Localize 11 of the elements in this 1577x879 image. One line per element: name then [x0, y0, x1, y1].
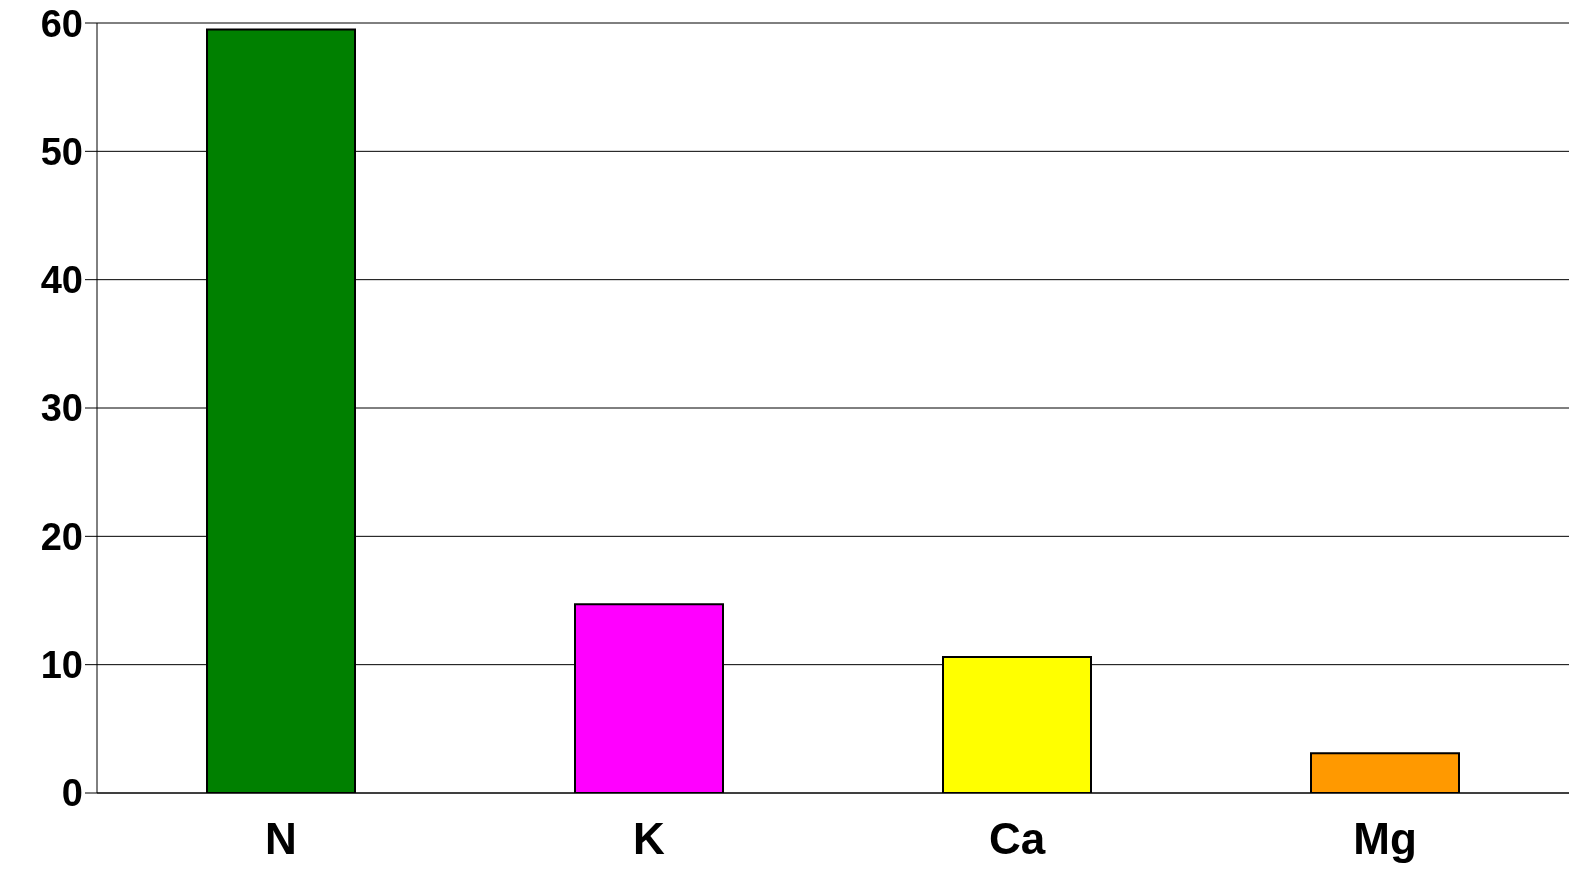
- y-tick-label: 40: [40, 259, 83, 302]
- x-tick-label: K: [633, 814, 666, 864]
- x-tick-label: Ca: [988, 814, 1046, 864]
- y-tick-label: 50: [40, 130, 83, 173]
- y-tick-label: 10: [40, 644, 83, 687]
- y-tick-label: 20: [40, 515, 83, 558]
- y-tick-label: 0: [61, 772, 83, 815]
- x-tick-label: Mg: [1353, 814, 1417, 864]
- x-tick-label: N: [265, 814, 297, 864]
- y-tick-label: 30: [40, 387, 83, 430]
- y-tick-label: 60: [40, 2, 83, 45]
